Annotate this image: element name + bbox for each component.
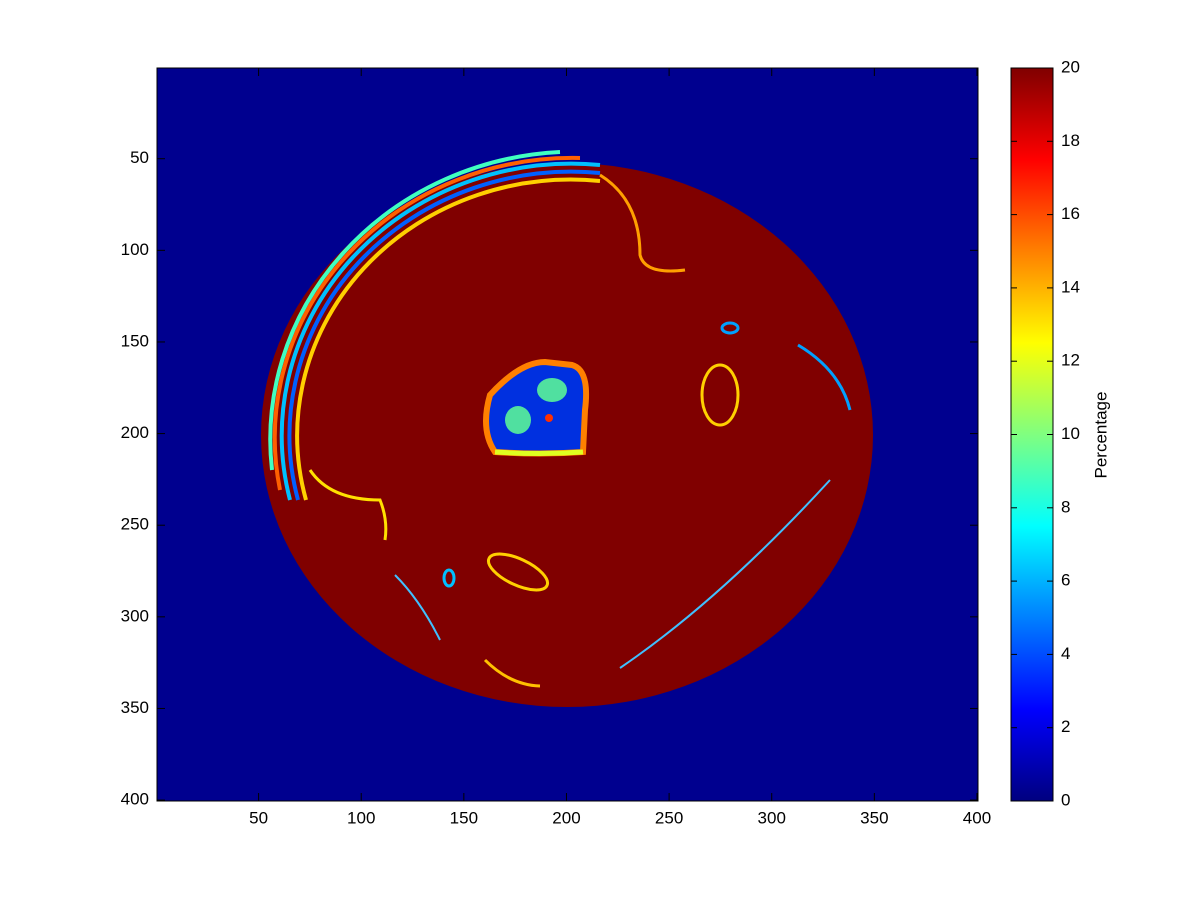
y-tick-label: 350 bbox=[121, 698, 149, 717]
x-tick-label: 100 bbox=[347, 808, 375, 827]
colorbar-tick-label: 8 bbox=[1061, 497, 1070, 516]
x-tick-label: 400 bbox=[963, 808, 991, 827]
center-edge bbox=[494, 449, 584, 456]
colorbar-tick-label: 2 bbox=[1061, 717, 1070, 736]
y-tick-label: 400 bbox=[121, 790, 149, 809]
colorbar-tick-label: 20 bbox=[1061, 57, 1080, 76]
loop bbox=[442, 568, 456, 588]
dot bbox=[545, 414, 553, 422]
y-tick-label: 100 bbox=[121, 240, 149, 259]
colorbar-tick-label: 6 bbox=[1061, 571, 1070, 590]
colorbar-tick-label: 14 bbox=[1061, 277, 1080, 296]
colorbar bbox=[1010, 67, 1054, 802]
x-tick-label: 50 bbox=[249, 808, 268, 827]
loop bbox=[720, 321, 740, 335]
y-tick-label: 150 bbox=[121, 331, 149, 350]
colorbar-tick-label: 16 bbox=[1061, 204, 1080, 223]
colorbar-tick-label: 0 bbox=[1061, 790, 1070, 809]
rim-bands bbox=[268, 150, 852, 688]
blob bbox=[505, 406, 531, 434]
colorbar-label: Percentage bbox=[1091, 392, 1110, 479]
blob bbox=[537, 378, 567, 402]
y-tick-label: 250 bbox=[121, 515, 149, 534]
x-tick-label: 200 bbox=[552, 808, 580, 827]
image bbox=[157, 68, 978, 801]
loop bbox=[486, 552, 550, 592]
x-tick-label: 350 bbox=[860, 808, 888, 827]
y-tick-label: 50 bbox=[130, 148, 149, 167]
y-tick-label: 200 bbox=[121, 423, 149, 442]
colorbar-tick-label: 12 bbox=[1061, 351, 1080, 370]
loop bbox=[700, 363, 740, 427]
y-tick-label: 300 bbox=[121, 606, 149, 625]
colorbar-tick-label: 4 bbox=[1061, 644, 1070, 663]
colorbar-tick-label: 10 bbox=[1061, 424, 1080, 443]
axes-box bbox=[156, 67, 979, 802]
x-tick-label: 300 bbox=[758, 808, 786, 827]
x-tick-label: 250 bbox=[655, 808, 683, 827]
colorbar-tick-label: 18 bbox=[1061, 131, 1080, 150]
x-tick-label: 150 bbox=[450, 808, 478, 827]
